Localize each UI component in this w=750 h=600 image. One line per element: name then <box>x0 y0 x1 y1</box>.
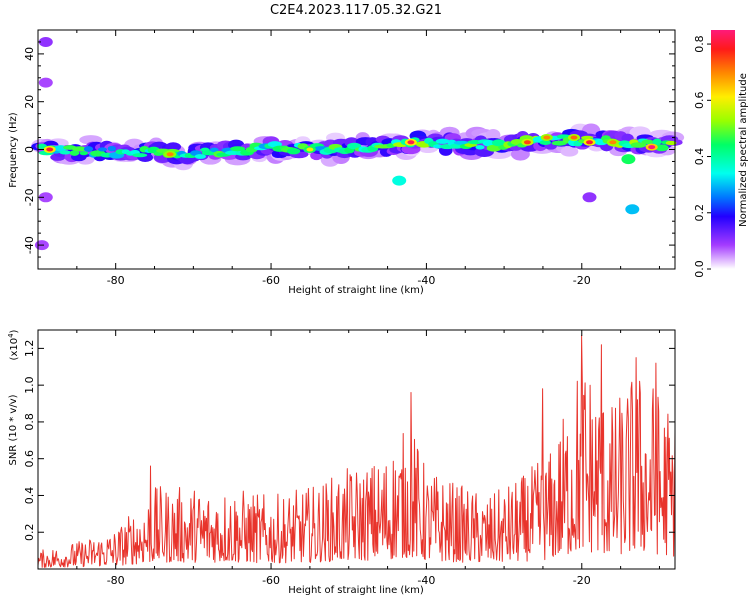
band-core <box>486 144 502 152</box>
band-body <box>165 142 182 152</box>
snr-x-tick-label: -80 <box>107 574 125 587</box>
band-core <box>83 146 94 152</box>
band-core <box>132 153 148 158</box>
isolated-patch <box>582 192 597 203</box>
isolated-patch <box>38 77 53 88</box>
snr-y-tick-label: 0.8 <box>23 413 36 431</box>
peak <box>570 135 578 140</box>
colorbar-tick-label: 0.6 <box>693 92 706 110</box>
peak <box>306 147 314 152</box>
band-core <box>97 147 108 152</box>
band-core <box>449 143 464 149</box>
band-halo <box>486 128 501 142</box>
isolated-patch <box>621 154 636 165</box>
colorbar-gradient <box>711 30 735 269</box>
band-core <box>71 146 87 152</box>
snr-y-axis-title: SNR (10 * v/v) <box>8 394 19 465</box>
snr-scale-exponent: 4 <box>7 333 15 338</box>
snr-y-tick-label: 0.4 <box>23 487 36 505</box>
spectrogram-x-tick-label: -40 <box>417 274 435 287</box>
colorbar-tick-label: 0.2 <box>693 204 706 222</box>
band-core <box>641 139 655 145</box>
snr-scale-close: ) <box>9 329 20 333</box>
colorbar-label: Normalized spectral amplitude <box>738 73 749 227</box>
snr-x-axis-title: Height of straight line (km) <box>288 585 424 596</box>
spectrogram-x-tick-label: -20 <box>573 274 591 287</box>
band-core <box>79 151 88 156</box>
snr-panel: -80 -60 -40 -20 0.2 0.4 0.6 0.8 1.0 1.2 Height of… <box>7 329 676 596</box>
band-core <box>539 140 552 146</box>
peak <box>523 140 531 145</box>
snr-line <box>37 335 676 568</box>
band-core <box>230 146 246 152</box>
colorbar: 0.0 0.2 0.4 0.6 0.8 Normalized spectral ampl… <box>693 30 749 278</box>
snr-y-tick-label: 0.2 <box>23 523 36 541</box>
isolated-patch <box>625 204 640 215</box>
snr-x-tick-label: -20 <box>573 574 591 587</box>
colorbar-tick-label: 0.8 <box>693 35 706 53</box>
band-core <box>475 145 485 150</box>
snr-scale-prefix: (x10 <box>9 338 20 361</box>
spectrogram-x-axis-title: Height of straight line (km) <box>288 285 424 296</box>
snr-series <box>37 335 676 568</box>
peak <box>407 140 415 145</box>
peak <box>46 147 54 152</box>
band-core <box>652 138 662 146</box>
band-core <box>665 140 677 146</box>
figure-title: C2E4.2023.117.05.32.G21 <box>270 3 442 18</box>
peak <box>166 152 174 157</box>
spectrogram-x-tick-label: -60 <box>262 274 280 287</box>
band-core <box>107 145 116 152</box>
band-core <box>551 140 567 146</box>
snr-frame <box>37 329 676 570</box>
spectrogram-x-tick-label: -80 <box>107 274 125 287</box>
colorbar-tick-label: 0.0 <box>693 260 706 278</box>
band-core <box>654 144 669 152</box>
band-core <box>59 150 72 155</box>
colorbar-tick-label: 0.4 <box>693 148 706 166</box>
band-core <box>194 154 207 159</box>
band-core <box>69 150 80 156</box>
spectrogram-y-tick-label: 0 <box>23 146 36 153</box>
peak <box>586 140 593 145</box>
isolated-patch <box>392 175 407 186</box>
isolated-patch <box>38 192 53 203</box>
band-core <box>491 139 506 147</box>
spectrogram-y-tick-label: 40 <box>23 47 36 61</box>
band-core <box>453 140 469 145</box>
snr-x-tick-label: -60 <box>262 574 280 587</box>
band-halo <box>560 146 579 157</box>
spectrogram-y-tick-label: 20 <box>23 95 36 109</box>
spectrogram-y-tick-label: -40 <box>23 236 36 254</box>
band-core <box>630 142 647 148</box>
peak <box>543 135 551 140</box>
isolated-patch <box>38 37 53 47</box>
snr-x-tick-label: -40 <box>417 574 435 587</box>
spectrogram-y-tick-label: -20 <box>23 188 36 206</box>
snr-scale-label: (x104) <box>7 329 20 360</box>
spectrogram-y-axis-title: Frequency (Hz) <box>8 112 19 188</box>
colorbar-ticks: 0.0 0.2 0.4 0.6 0.8 <box>693 35 711 278</box>
snr-y-tick-label: 1.0 <box>23 376 36 394</box>
spectrogram-axes: -80 -60 -40 -20 -40 -20 0 20 40 <box>23 30 675 287</box>
band-core <box>287 147 301 155</box>
snr-y-tick-label: 0.6 <box>23 450 36 468</box>
peak <box>648 145 656 150</box>
snr-axes: -80 -60 -40 -20 0.2 0.4 0.6 0.8 1.0 1.2 <box>23 330 675 587</box>
peak <box>609 140 617 145</box>
spectrogram-heatmap <box>31 37 685 251</box>
band-core <box>435 138 450 144</box>
snr-y-tick-label: 1.2 <box>23 340 36 358</box>
band-core <box>209 147 219 153</box>
spectrogram-panel: -80 -60 -40 -20 -40 -20 0 20 40 Height of straig… <box>8 29 685 296</box>
